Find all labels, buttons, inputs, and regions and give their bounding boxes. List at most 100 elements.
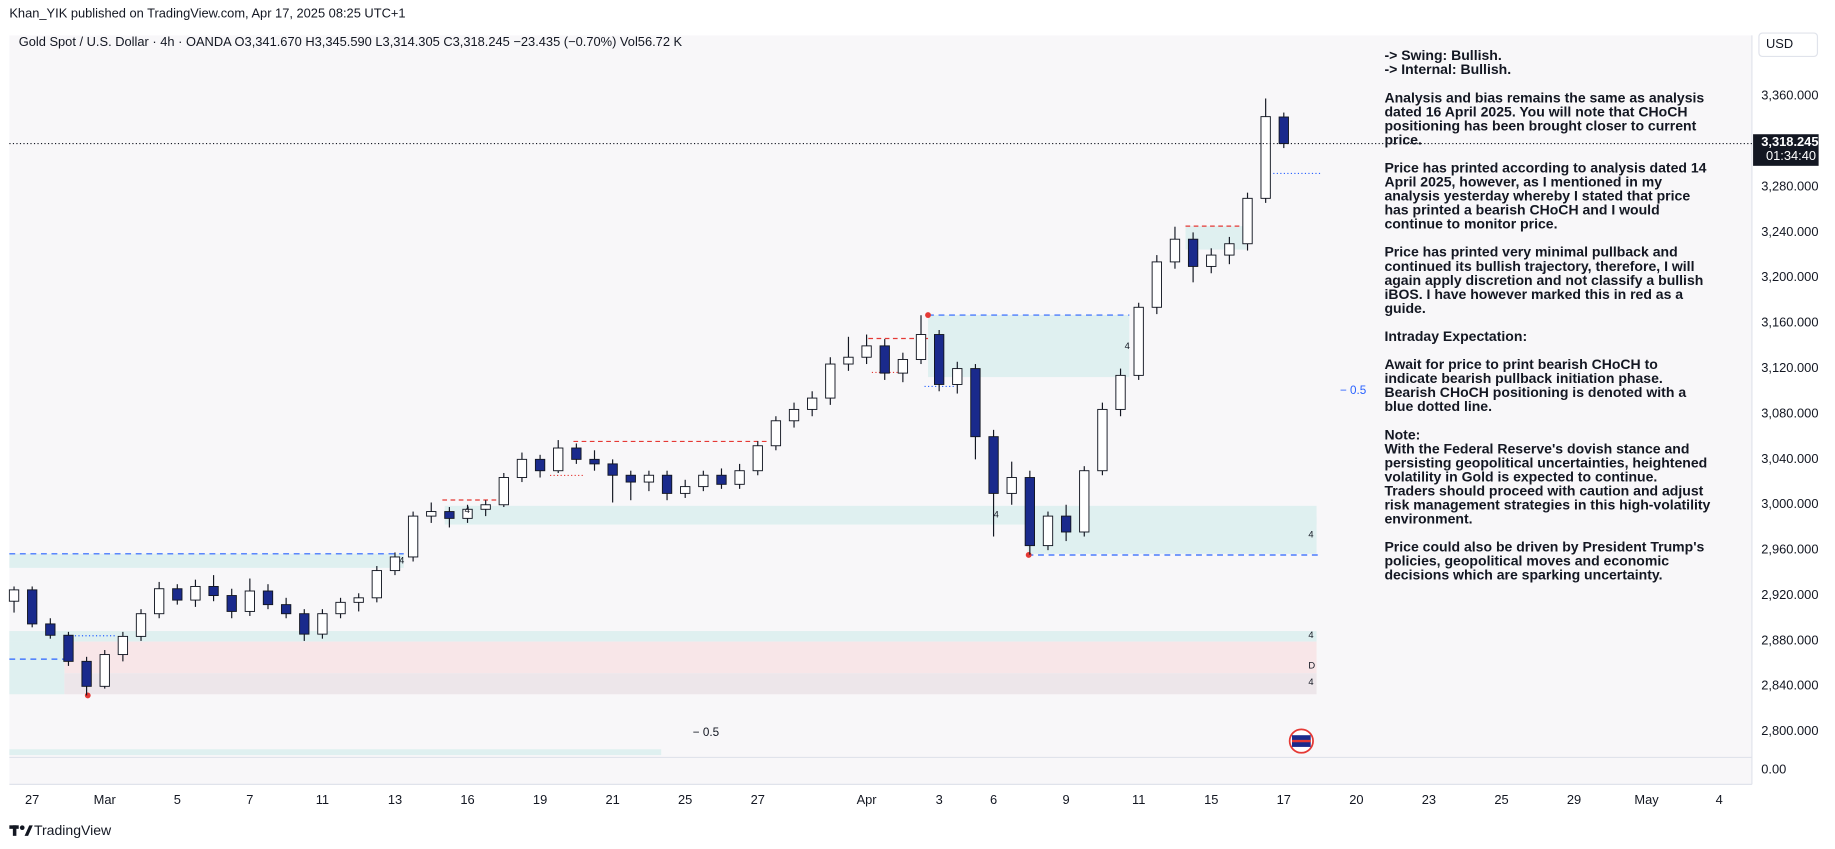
chart-label: 4 [399, 555, 404, 565]
candle-body [389, 556, 401, 572]
y-tick-label: 3,040.000 [1761, 451, 1818, 466]
y-tick-label: 3,120.000 [1761, 360, 1818, 375]
zone [64, 673, 1317, 695]
note-line: With the Federal Reserve's dovish stance… [1384, 440, 1689, 456]
zone [9, 631, 1317, 642]
y-tick-label: 3,000.000 [1761, 496, 1818, 511]
candle-body [299, 613, 310, 635]
brand-logo [9, 825, 33, 836]
zone [928, 315, 1130, 378]
candle-body [1187, 238, 1199, 267]
x-tick-label: 29 [1567, 792, 1581, 807]
x-tick-label: 20 [1349, 792, 1363, 807]
swing-dot [925, 312, 931, 319]
candle-body [208, 585, 219, 597]
candle-body [371, 570, 382, 599]
x-tick-label: 4 [1716, 792, 1723, 807]
swing-dot [84, 692, 91, 699]
zone [9, 553, 404, 568]
x-tick-label: 27 [25, 792, 39, 807]
candle-body [244, 590, 256, 612]
note-line: Bearish CHoCH positioning is denoted wit… [1384, 384, 1686, 400]
candle-body [190, 585, 201, 601]
y-tick-label: 2,960.000 [1761, 542, 1818, 557]
candle-body [444, 511, 455, 519]
x-tick-label: 27 [751, 792, 765, 807]
note-line: blue dotted line. [1384, 398, 1492, 414]
y-tick-label: 2,840.000 [1761, 678, 1818, 693]
candle-body [81, 660, 92, 687]
note-line: continued its bullish trajectory, theref… [1384, 258, 1694, 274]
brand: TradingView [34, 822, 112, 838]
candle-body [571, 447, 582, 460]
candle-body [1024, 477, 1035, 547]
chart-label: 4 [1308, 630, 1313, 640]
candle-body [172, 588, 183, 601]
y-tick-label: 3,240.000 [1761, 224, 1818, 239]
note-line: -> Swing: Bullish. [1384, 47, 1501, 63]
candle-body [317, 613, 328, 635]
candle-body [1169, 238, 1181, 263]
note-line: iBOS. I have however marked this in red … [1384, 286, 1683, 302]
candle-body [770, 420, 782, 447]
last-price-box [1753, 134, 1819, 166]
candle-body [45, 623, 56, 636]
chart-label: 4 [1308, 677, 1313, 687]
candle-body [534, 458, 546, 472]
y-tick-label: 3,280.000 [1761, 178, 1818, 193]
candle-body [716, 474, 727, 485]
currency-box[interactable] [1758, 32, 1819, 58]
x-tick-label: 25 [1494, 792, 1508, 807]
note-line: Traders should proceed with caution and … [1384, 482, 1703, 498]
chart-label: 4 [465, 505, 470, 515]
candle-body [262, 590, 274, 606]
candle-body [807, 397, 818, 410]
note-line: price. [1384, 131, 1421, 147]
candle-body [1224, 243, 1235, 256]
candle-body [1242, 197, 1253, 245]
candle-body [843, 356, 854, 365]
x-tick-label: 11 [1132, 792, 1145, 807]
candle-body [788, 408, 800, 422]
candle-body [1260, 116, 1271, 199]
x-tick-label: 7 [246, 792, 253, 807]
y-tick-label: 3,160.000 [1761, 315, 1818, 330]
candle-body [952, 368, 963, 385]
note-line: policies, geopolitical moves and economi… [1384, 553, 1669, 569]
candle-body [27, 589, 38, 625]
note-line: has printed a bearish CHoCH and I would [1384, 202, 1659, 218]
note-line: again apply discretion and not classify … [1384, 272, 1703, 288]
note-line: analysis yesterday whereby I stated that… [1384, 188, 1690, 204]
candle-body [1097, 408, 1108, 472]
candle-body [553, 447, 564, 472]
candle-body [698, 474, 709, 488]
event-icon[interactable] [1288, 728, 1314, 754]
note-line: guide. [1384, 300, 1425, 316]
x-tick-label: 25 [678, 792, 692, 807]
candle-body [1206, 254, 1217, 267]
y-tick-label: 2,880.000 [1761, 632, 1818, 647]
currency[interactable]: USD [1766, 36, 1793, 51]
candle-body [516, 458, 528, 478]
candle-body [280, 604, 292, 615]
note-line: indicate bearish pullback initiation pha… [1384, 370, 1662, 386]
candle-body [1115, 374, 1126, 410]
candle-body [335, 601, 346, 615]
swing-dot [1025, 552, 1032, 558]
candle-body [135, 613, 147, 637]
levels [9, 172, 1321, 699]
candle-body [897, 359, 909, 374]
chart-label: 4 [1125, 341, 1130, 351]
zone [9, 749, 662, 756]
countdown: 01:34:40 [1766, 148, 1816, 163]
note-line: Price has printed according to analysis … [1384, 159, 1706, 175]
candle-body [498, 477, 509, 506]
note-line: -> Internal: Bullish. [1384, 61, 1511, 77]
x-tick-label: 23 [1422, 792, 1436, 807]
x-tick-label: 3 [936, 792, 943, 807]
candle-body [970, 368, 981, 438]
x-tick-label: 17 [1277, 792, 1291, 807]
candle-body [1133, 306, 1144, 376]
chart-label: 4 [1308, 530, 1313, 540]
